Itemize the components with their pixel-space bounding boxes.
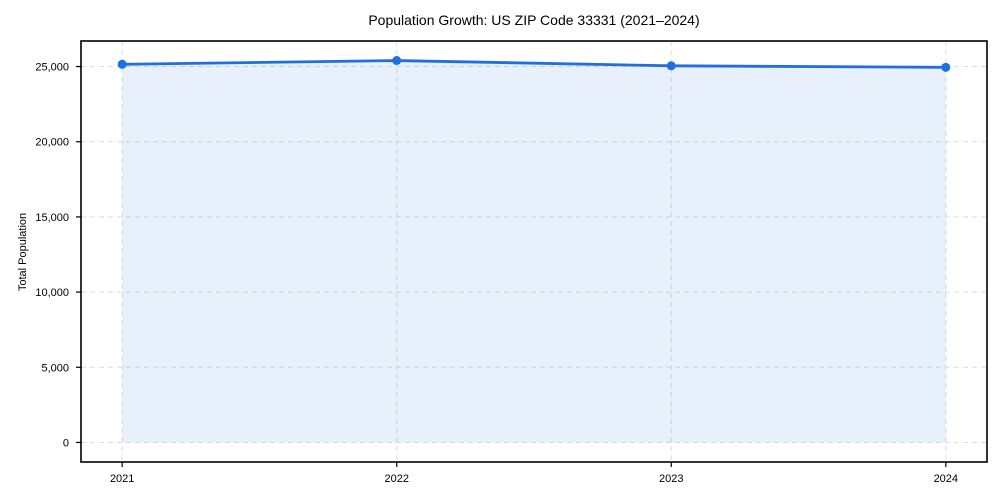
y-axis-label: Total Population (17, 213, 29, 291)
axes (76, 40, 988, 467)
data-point-marker (666, 61, 676, 71)
y-tick-label: 25,000 (35, 62, 69, 74)
y-tick-label: 10,000 (35, 287, 69, 299)
y-tick-label: 5,000 (41, 362, 69, 374)
tick-labels: 0 5,000 10,000 15,000 20,000 25,000 2021 2022 20… (35, 62, 958, 485)
x-tick-label: 2022 (384, 473, 408, 485)
gridlines (81, 41, 987, 462)
series-line (120, 59, 948, 69)
chart-title: Population Growth: US ZIP Code 33331 (20… (368, 12, 699, 28)
series-area (122, 60, 946, 443)
y-tick-label: 15,000 (35, 212, 69, 224)
data-series (117, 56, 951, 443)
data-point-marker (392, 56, 402, 66)
data-point-marker (117, 59, 127, 69)
x-tick-label: 2024 (934, 473, 958, 485)
data-point-marker (941, 62, 951, 72)
plot-box-spines (80, 40, 988, 463)
x-tick-label: 2023 (659, 473, 683, 485)
y-tick-label: 20,000 (35, 137, 69, 149)
x-tick-label: 2021 (110, 473, 134, 485)
y-tick-label: 0 (63, 437, 69, 449)
